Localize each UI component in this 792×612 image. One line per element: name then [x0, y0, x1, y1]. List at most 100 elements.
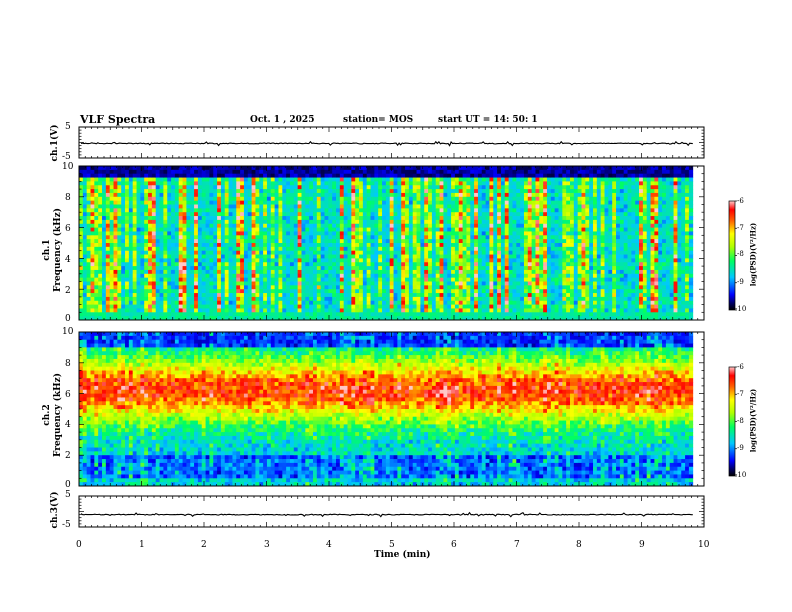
- spectrogram-cell: [297, 289, 302, 294]
- spectrogram-cell: [336, 223, 341, 228]
- spectrogram-cell: [493, 196, 498, 202]
- spectrogram-cell: [155, 192, 160, 198]
- spectrogram-cell: [523, 273, 529, 279]
- spectrogram-cell: [297, 285, 302, 290]
- spectrogram-cell: [500, 281, 506, 286]
- spectrogram-cell: [374, 212, 379, 217]
- spectrogram-cell: [190, 208, 195, 213]
- spectrogram-cell: [405, 308, 410, 313]
- spectrogram-cell: [401, 258, 406, 263]
- spectrogram-cell: [297, 212, 302, 217]
- spectrogram-cell: [86, 316, 91, 321]
- spectrogram-cell: [205, 289, 210, 294]
- spectrogram-cell: [113, 196, 118, 202]
- spectrogram-cell: [186, 273, 191, 279]
- spectrogram-cell: [297, 246, 302, 252]
- spectrogram-cell: [374, 254, 379, 259]
- spectrogram-cell: [466, 239, 471, 244]
- spectrogram-cell: [286, 204, 291, 209]
- spectrogram-cell: [351, 192, 356, 198]
- spectrogram-cell: [217, 246, 222, 252]
- spectrogram-cell: [182, 269, 187, 275]
- spectrogram-cell: [332, 169, 337, 175]
- spectrogram-cell: [374, 296, 379, 302]
- spectrogram-cell: [370, 212, 375, 217]
- spectrogram-cell: [474, 243, 479, 248]
- spectrogram-cell: [155, 227, 160, 232]
- spectrogram-cell: [485, 196, 490, 202]
- spectrogram-cell: [397, 235, 402, 240]
- spectrogram-cell: [316, 192, 322, 198]
- spectrogram-cell: [424, 204, 429, 209]
- spectrogram-cell: [324, 177, 329, 182]
- spectrogram-cell: [278, 281, 283, 286]
- spectrogram-cell: [109, 285, 114, 290]
- spectrogram-cell: [324, 258, 329, 263]
- spectrogram-cell: [508, 273, 513, 279]
- spectrogram-cell: [174, 173, 180, 178]
- spectrogram-cell: [359, 208, 364, 213]
- spectrogram-cell: [217, 293, 222, 298]
- spectrogram-cell: [213, 285, 218, 290]
- spectrogram-cell: [144, 304, 149, 309]
- spectrogram-cell: [297, 316, 302, 321]
- spectrogram-cell: [293, 312, 299, 317]
- spectrogram-cell: [159, 212, 164, 217]
- spectrogram-cell: [435, 219, 440, 225]
- spectrogram-cell: [435, 250, 440, 255]
- spectrogram-cell: [125, 293, 130, 298]
- spectrogram-cell: [385, 277, 391, 282]
- spectrogram-cell: [336, 192, 341, 198]
- spectrogram-cell: [278, 216, 283, 221]
- spectrogram-cell: [312, 208, 318, 213]
- spectrogram-cell: [132, 166, 137, 171]
- spectrogram-cell: [481, 169, 487, 175]
- spectrogram-cell: [389, 300, 394, 305]
- spectrogram-cell: [240, 304, 245, 309]
- spectrogram-cell: [266, 173, 272, 178]
- spectrogram-cell: [520, 223, 525, 228]
- spectrogram-cell: [516, 250, 521, 255]
- spectrogram-cell: [462, 169, 467, 175]
- spectrogram-cell: [201, 231, 206, 236]
- spectrogram-cell: [289, 289, 295, 294]
- spectrogram-cell: [159, 316, 164, 321]
- spectrogram-cell: [481, 289, 487, 294]
- spectrogram-cell: [251, 277, 256, 282]
- spectrogram-cell: [343, 300, 348, 305]
- spectrogram-cell: [263, 239, 268, 244]
- spectrogram-cell: [182, 185, 187, 190]
- spectrogram-cell: [512, 169, 517, 175]
- spectrogram-cell: [520, 304, 525, 309]
- spectrogram-cell: [217, 169, 222, 175]
- spectrogram-cell: [324, 289, 329, 294]
- spectrogram-cell: [493, 208, 498, 213]
- spectrogram-cell: [86, 308, 91, 313]
- spectrogram-cell: [435, 196, 440, 202]
- spectrogram-cell: [186, 181, 191, 186]
- spectrogram-cell: [182, 216, 187, 221]
- spectrogram-cell: [136, 289, 141, 294]
- spectrogram-cell: [328, 281, 333, 286]
- spectrogram-cell: [405, 204, 410, 209]
- spectrogram-cell: [121, 208, 126, 213]
- spectrogram-cell: [255, 254, 260, 259]
- spectrogram-cell: [113, 166, 118, 171]
- spectrogram-cell: [416, 258, 421, 263]
- spectrogram-cell: [136, 243, 141, 248]
- spectrogram-cell: [194, 219, 199, 225]
- spectrogram-cell: [217, 266, 222, 271]
- spectrogram-cell: [213, 219, 218, 225]
- spectrogram-cell: [362, 239, 368, 244]
- spectrogram-cell: [359, 231, 364, 236]
- spectrogram-cell: [447, 173, 452, 178]
- spectrogram-cell: [151, 273, 157, 279]
- spectrogram-cell: [351, 235, 356, 240]
- spectrogram-cell: [527, 189, 533, 194]
- spectrogram-cell: [190, 316, 195, 321]
- spectrogram-cell: [125, 277, 130, 282]
- spectrogram-cell: [228, 227, 233, 232]
- spectrogram-cell: [520, 293, 525, 298]
- spectrogram-cell: [320, 289, 325, 294]
- spectrogram-cell: [412, 246, 417, 252]
